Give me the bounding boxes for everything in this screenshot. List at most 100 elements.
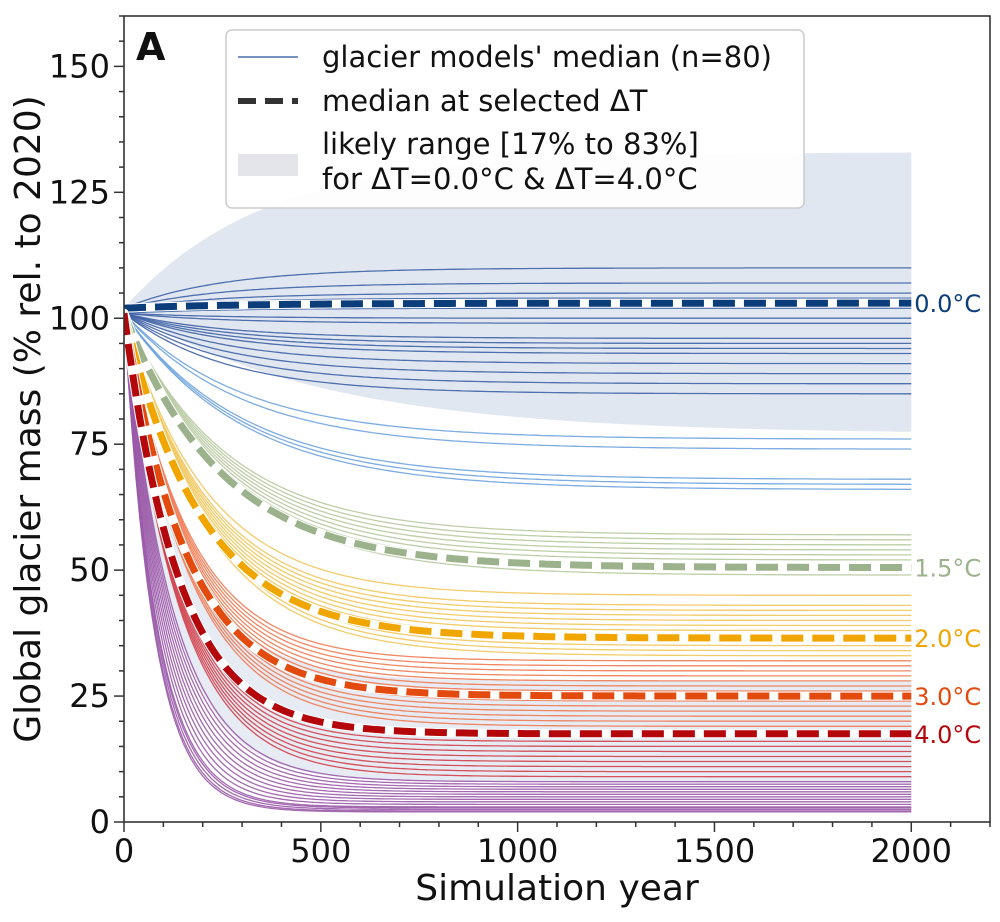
model-median-line	[124, 313, 912, 748]
model-median-line	[124, 313, 912, 717]
model-median-line	[124, 313, 912, 657]
model-median-line	[124, 313, 912, 743]
model-median-line	[124, 312, 912, 536]
model-median-line	[124, 313, 912, 806]
y-axis-label: Global glacier mass (% rel. to 2020)	[8, 95, 49, 742]
model-median-line	[124, 313, 912, 596]
end-label-4.0°C: 4.0°C	[914, 721, 981, 749]
model-median-line	[124, 313, 912, 768]
model-median-line	[124, 313, 912, 808]
x-axis-ticks: 0 500 1000 1500 2000	[114, 822, 991, 870]
likely-range-band-0.0°C	[124, 152, 912, 432]
x-axis-label: Simulation year	[415, 868, 699, 909]
model-median-line	[124, 312, 912, 324]
model-median-line	[124, 312, 912, 345]
model-median-line	[124, 312, 912, 440]
model-median-line	[124, 313, 912, 811]
model-median-line	[124, 313, 912, 785]
panel-label: A	[136, 25, 166, 69]
deltaT-end-labels: 0.0°C 1.5°C 2.0°C 3.0°C 4.0°C	[914, 290, 981, 749]
model-median-line	[124, 313, 912, 763]
model-median-line	[124, 307, 912, 314]
model-median-line	[124, 313, 912, 692]
model-median-line	[124, 313, 912, 727]
model-median-line	[124, 313, 912, 790]
model-median-line	[124, 313, 912, 607]
model-median-line	[124, 312, 912, 556]
selected-median-line-4.0°C	[124, 312, 912, 738]
model-median-line	[124, 313, 912, 753]
end-label-2.0°C: 2.0°C	[914, 625, 981, 653]
model-median-line	[124, 313, 912, 682]
model-median-line	[124, 312, 912, 350]
x-tick-label: 1000	[477, 832, 558, 870]
y-tick-label: 50	[69, 551, 110, 589]
x-tick-label: 500	[290, 832, 351, 870]
selected-median-lines	[124, 298, 916, 739]
y-axis-ticks: 0 25 50 75 100 125 150	[49, 15, 124, 841]
model-median-line	[124, 313, 912, 662]
model-median-line	[124, 282, 912, 309]
legend-range-swatch	[238, 154, 298, 176]
end-label-1.5°C: 1.5°C	[914, 555, 981, 583]
legend: glacier models' median (n=80) median at …	[225, 29, 805, 209]
y-tick-label: 0	[90, 803, 110, 841]
model-median-line	[124, 312, 912, 546]
model-median-line	[124, 312, 912, 319]
model-median-line	[124, 313, 912, 712]
model-median-line	[124, 313, 912, 687]
model-median-line	[124, 312, 912, 355]
model-median-line	[124, 313, 912, 758]
y-tick-label: 150	[49, 47, 110, 85]
model-median-line	[124, 313, 912, 667]
model-median-line	[124, 313, 912, 617]
model-median-line	[124, 312, 912, 551]
model-median-line	[124, 312, 912, 365]
model-median-line	[124, 313, 912, 798]
model-median-line	[124, 313, 912, 813]
model-median-line	[124, 312, 912, 541]
model-median-line	[124, 313, 912, 612]
model-median-line	[124, 313, 912, 778]
y-tick-label: 75	[69, 425, 110, 463]
model-median-line	[124, 312, 912, 340]
model-median-line	[124, 313, 912, 632]
selected-median-line-3.0°C	[124, 312, 912, 700]
model-median-line	[124, 313, 912, 672]
legend-entry-likely-range-detail: for ΔT=0.0°C & ΔT=4.0°C	[322, 162, 698, 196]
model-median-line	[124, 313, 912, 803]
model-median-line	[124, 312, 912, 395]
x-tick-label: 2000	[871, 832, 952, 870]
selected-median-line-2.0°C	[124, 312, 912, 642]
model-median-line	[124, 313, 912, 773]
model-median-line	[124, 313, 912, 783]
model-median-line	[124, 313, 912, 809]
legend-entry-model-medians: glacier models' median (n=80)	[322, 40, 772, 74]
model-median-line	[124, 312, 912, 450]
y-tick-label: 125	[49, 173, 110, 211]
model-median-line	[124, 313, 912, 707]
model-median-line	[124, 313, 912, 627]
model-median-line	[124, 312, 912, 490]
selected-median-line-0.0°C	[124, 299, 912, 312]
selected-median-line-1.5°C	[124, 311, 912, 571]
model-median-line	[124, 292, 912, 309]
model-median-line	[124, 313, 912, 722]
x-tick-label: 0	[114, 832, 134, 870]
model-median-line	[124, 313, 912, 812]
legend-box	[225, 29, 805, 209]
model-median-lines	[124, 267, 912, 813]
model-median-line	[124, 312, 912, 375]
legend-entry-selected-median: median at selected ΔT	[322, 84, 648, 118]
end-label-0.0°C: 0.0°C	[914, 290, 981, 318]
model-median-line	[124, 267, 912, 309]
model-median-line	[124, 313, 912, 622]
legend-entry-likely-range: likely range [17% to 83%]	[322, 127, 699, 161]
model-median-line	[124, 313, 912, 677]
model-median-line	[124, 313, 912, 795]
x-tick-label: 1500	[674, 832, 755, 870]
model-median-line	[124, 312, 912, 480]
model-median-line	[124, 312, 912, 385]
model-median-line	[124, 312, 912, 561]
